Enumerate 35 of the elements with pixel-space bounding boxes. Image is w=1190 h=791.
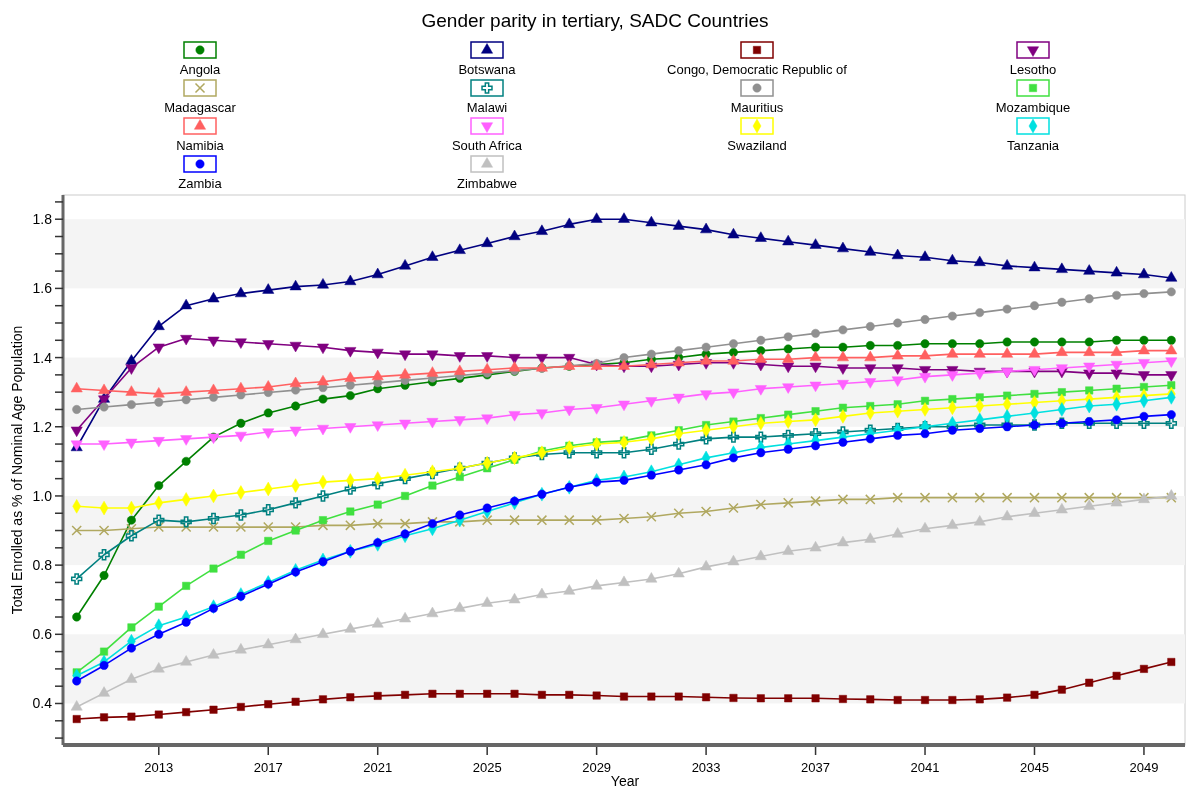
- legend-label: Congo, Democratic Republic of: [667, 62, 848, 77]
- x-tick-label: 2013: [144, 760, 174, 775]
- y-tick-label: 1.8: [32, 211, 53, 228]
- legend-label: Mauritius: [730, 100, 784, 115]
- x-tick-label: 2017: [253, 760, 283, 775]
- y-tick-label: 0.4: [32, 695, 53, 712]
- x-tick-label: 2021: [363, 760, 393, 775]
- x-tick-label: 2029: [582, 760, 612, 775]
- legend-label: Zambia: [178, 176, 223, 191]
- legend-label: Madagascar: [164, 100, 237, 115]
- x-tick-label: 2041: [910, 760, 940, 775]
- legend-label: Botswana: [458, 62, 517, 77]
- legend-label: Malawi: [466, 100, 508, 115]
- y-tick-label: 0.8: [32, 557, 53, 574]
- x-tick-label: 2045: [1020, 760, 1049, 775]
- x-tick-label: 2033: [691, 760, 721, 775]
- x-tick-label: 2049: [1129, 760, 1159, 775]
- x-tick-label: 2025: [472, 760, 502, 775]
- legend-label: Zimbabwe: [457, 176, 517, 191]
- y-tick-label: 1.6: [32, 280, 53, 297]
- legend-label: South Africa: [451, 138, 523, 153]
- legend-label: Namibia: [176, 138, 225, 153]
- y-tick-label: 1.0: [32, 487, 53, 504]
- legend-label: Mozambique: [995, 100, 1071, 115]
- y-tick-label: 0.6: [32, 626, 53, 643]
- legend-label: Lesotho: [1009, 62, 1057, 77]
- legend-label: Tanzania: [1006, 138, 1060, 153]
- chart-title: Gender parity in tertiary, SADC Countries: [421, 10, 769, 31]
- y-tick-label: 1.4: [32, 349, 53, 366]
- legend-label: Swaziland: [727, 138, 787, 153]
- x-axis-title: Year: [610, 773, 640, 789]
- x-tick-label: 2037: [801, 760, 831, 775]
- y-tick-label: 1.2: [32, 418, 53, 435]
- legend-label: Angola: [179, 62, 222, 77]
- y-axis-title: Total Enrolled as % of Nominal Age Population: [9, 325, 25, 615]
